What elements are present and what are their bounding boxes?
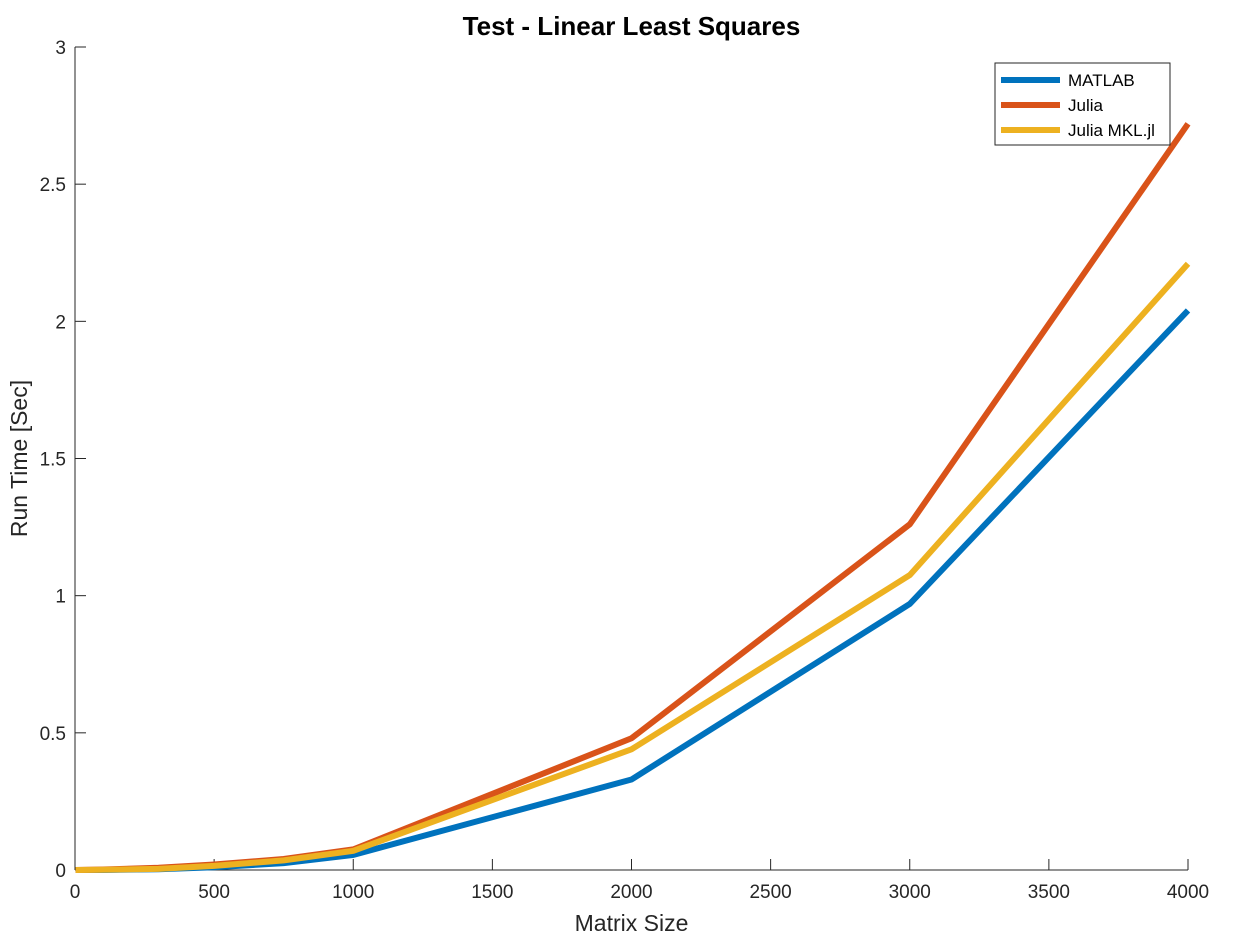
chart-title: Test - Linear Least Squares — [463, 11, 801, 41]
y-tick-label: 0 — [55, 861, 66, 882]
y-tick-label: 2.5 — [40, 175, 66, 196]
x-tick-label: 2000 — [610, 882, 652, 903]
x-tick-label: 3500 — [1028, 882, 1070, 903]
y-axis-ticks: 0 0.5 1 1.5 2 2.5 3 — [40, 38, 86, 882]
series-line-julia — [75, 122, 1191, 873]
x-axis-ticks: 0 500 1000 1500 2000 2500 3000 3500 4000 — [70, 859, 1209, 903]
legend-label-julia: Julia — [1068, 96, 1104, 115]
x-tick-label: 3000 — [889, 882, 931, 903]
x-tick-label: 4000 — [1167, 882, 1209, 903]
x-tick-label: 1500 — [471, 882, 513, 903]
y-tick-label: 1.5 — [40, 450, 66, 471]
x-tick-label: 2500 — [749, 882, 791, 903]
series-line-julia-mkl-jl — [75, 261, 1191, 873]
series-lines — [75, 122, 1191, 873]
y-tick-label: 3 — [55, 38, 66, 59]
legend: MATLAB Julia Julia MKL.jl — [994, 62, 1171, 146]
legend-label-matlab: MATLAB — [1068, 71, 1135, 90]
y-tick-label: 1 — [55, 587, 66, 608]
legend-label-julia-mkl-jl: Julia MKL.jl — [1068, 121, 1155, 140]
y-tick-label: 2 — [55, 312, 66, 333]
y-axis-label: Run Time [Sec] — [6, 380, 32, 537]
x-axis-label: Matrix Size — [575, 910, 689, 936]
series-line-matlab — [75, 308, 1191, 873]
y-tick-label: 0.5 — [40, 724, 66, 745]
x-tick-label: 500 — [198, 882, 230, 903]
x-tick-label: 0 — [70, 882, 81, 903]
x-tick-label: 1000 — [332, 882, 374, 903]
